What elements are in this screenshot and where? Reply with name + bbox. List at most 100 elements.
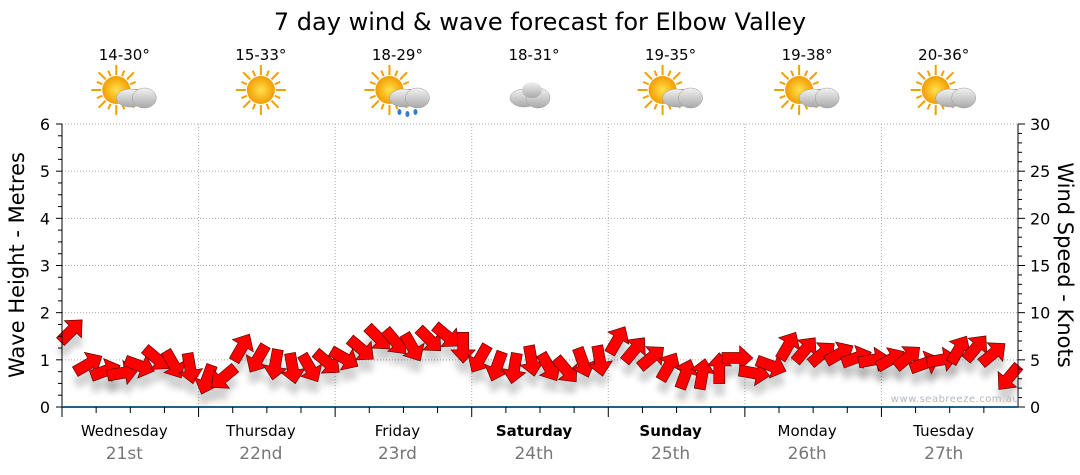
wind-arrows [56, 319, 1024, 407]
sun-ray [107, 70, 112, 77]
sun-ray [940, 70, 945, 77]
left-tick-label: 3 [40, 257, 50, 276]
sun-ray [96, 94, 103, 99]
cloud-part [405, 87, 430, 109]
sun-ray [812, 81, 819, 86]
sun-ray [790, 70, 795, 77]
sun-ray [780, 71, 790, 81]
day-date: 26th [788, 444, 827, 464]
axes: 0 1 2 3 4 5 6 0 5 10 15 20 25 30 Wednesday 21st Thursday… [40, 115, 1051, 464]
sun-ray [265, 70, 270, 77]
weather-cloud-icon [509, 82, 551, 109]
wind-arrow [997, 361, 1024, 390]
right-tick-label: 0 [1030, 398, 1040, 417]
right-axis-label: Wind Speed - Knots [1053, 162, 1077, 367]
sun-ray [371, 71, 380, 81]
wind-arrow [211, 362, 240, 389]
wind-arrow [775, 331, 801, 363]
wind-arrow [655, 352, 681, 383]
right-tick-label: 15 [1030, 257, 1050, 276]
day-temperature: 18-31° [508, 46, 559, 64]
sun-ray [917, 99, 926, 109]
sun-ray [399, 71, 408, 81]
day-temperature: 19-38° [782, 46, 833, 64]
weather-sun-cloud-icon [910, 65, 976, 115]
left-tick-label: 0 [40, 398, 50, 417]
sun-ray [270, 99, 280, 109]
sun-ray [242, 71, 251, 81]
sun-ray [251, 103, 257, 110]
day-temperature: 14-30° [99, 46, 150, 64]
sun-ray [915, 81, 923, 86]
sun-ray [945, 71, 955, 81]
wind-arrow-shadow [604, 338, 629, 369]
wind-arrow [961, 335, 988, 364]
left-tick-label: 5 [40, 162, 50, 181]
sun-ray [369, 94, 376, 99]
wind-arrow [328, 345, 359, 371]
wind-arrow-shadow [977, 354, 1006, 380]
sun-ray [97, 99, 107, 109]
weather-sun-cloud-rain-icon [364, 65, 430, 117]
day-date: 23rd [378, 444, 417, 464]
day-temperature: 18-29° [372, 46, 423, 64]
right-tick-label: 10 [1030, 304, 1050, 323]
grid [62, 123, 1018, 407]
cloud-part [678, 87, 703, 109]
wind-arrow [484, 349, 509, 382]
sun-ray [642, 94, 650, 99]
wind-arrow [280, 351, 306, 385]
wind-arrow [297, 351, 323, 383]
wind-arrow [754, 354, 787, 379]
sun-ray [779, 81, 786, 86]
sun-ray [917, 71, 926, 81]
sun-ray [653, 103, 658, 110]
left-tick-label: 4 [40, 209, 50, 228]
left-axis-label: Wave Height - Metres [5, 152, 29, 378]
left-tick-label: 2 [40, 304, 50, 323]
sun-ray [915, 94, 923, 99]
cloud-part [951, 87, 976, 109]
chart-title: 7 day wind & wave forecast for Elbow Val… [274, 8, 806, 36]
wind-arrow [123, 354, 155, 379]
right-tick-label: 30 [1030, 115, 1050, 134]
sun-ray [274, 81, 281, 86]
day-date: 24th [514, 444, 553, 464]
wind-arrow [245, 342, 271, 373]
wind-arrow [228, 333, 254, 365]
sun-ray [672, 71, 681, 81]
wind-arrow-shadow [620, 349, 646, 377]
sun-ray [242, 99, 251, 109]
sun-ray [644, 71, 653, 81]
sun-ray [949, 81, 956, 86]
right-tick-label: 25 [1030, 162, 1050, 181]
sun-ray [96, 81, 103, 86]
wind-arrow [721, 345, 754, 371]
day-name: Monday [778, 422, 837, 440]
wind-arrow-shadow [636, 358, 664, 384]
day-date: 21st [106, 444, 143, 464]
cloud-part [814, 87, 840, 109]
sun-ray [241, 94, 248, 99]
sun-ray [790, 103, 795, 110]
watermark: www.seabreeze.com.au [891, 394, 1019, 405]
sun-ray [779, 94, 786, 99]
wind-arrow [467, 342, 493, 373]
wind-arrow [587, 344, 613, 377]
sun-ray [926, 103, 931, 110]
sun-ray [369, 81, 376, 86]
wind-arrow-shadow [56, 331, 83, 358]
sun-ray [402, 81, 410, 86]
wind-arrow [431, 321, 460, 348]
sun-ray [97, 71, 107, 81]
sun-ray [809, 71, 818, 81]
wind-arrow [501, 351, 527, 385]
day-temperature: 20-36° [918, 46, 969, 64]
weather-sun-icon [235, 65, 286, 115]
sun-ray [380, 103, 385, 110]
wind-arrow [925, 346, 958, 372]
wind-arrow [160, 348, 186, 379]
sun-ray [274, 94, 281, 99]
sun-ray [129, 81, 137, 86]
wind-arrow [892, 346, 921, 372]
